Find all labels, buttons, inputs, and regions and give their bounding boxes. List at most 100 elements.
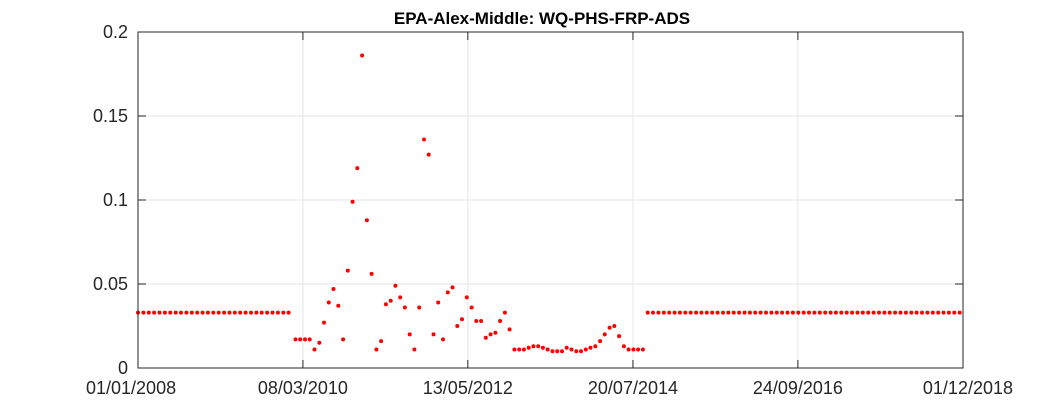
data-point	[871, 310, 876, 315]
data-point	[930, 310, 935, 315]
data-point	[645, 310, 650, 315]
data-point	[398, 295, 403, 300]
data-point	[583, 347, 588, 352]
data-point	[631, 347, 636, 352]
data-point	[699, 310, 704, 315]
data-point	[946, 310, 951, 315]
data-point	[402, 305, 407, 310]
data-point	[531, 344, 536, 349]
data-point	[173, 310, 178, 315]
data-point	[281, 310, 286, 315]
data-point	[683, 310, 688, 315]
data-point	[312, 347, 317, 352]
x-tick-label: 20/07/2014	[588, 378, 678, 398]
data-point	[598, 339, 603, 344]
data-point	[507, 327, 512, 332]
data-point	[249, 310, 253, 315]
data-point	[715, 310, 720, 315]
data-point	[422, 137, 426, 142]
data-point	[710, 310, 715, 315]
data-point	[952, 310, 957, 315]
data-point	[812, 310, 817, 315]
data-point	[146, 310, 151, 315]
data-point	[833, 310, 838, 315]
data-point	[243, 310, 248, 315]
x-tick-label: 08/03/2010	[258, 378, 348, 398]
x-tick-label: 01/12/2018	[923, 378, 1013, 398]
data-point	[721, 310, 725, 315]
chart-title: EPA-Alex-Middle: WQ-PHS-FRP-ADS	[394, 9, 690, 28]
data-point	[254, 310, 259, 315]
data-point	[360, 53, 365, 58]
data-point	[850, 310, 855, 315]
data-point	[801, 310, 806, 315]
data-point	[474, 319, 479, 323]
data-point	[341, 337, 346, 342]
data-point	[758, 310, 763, 315]
data-point	[445, 290, 450, 295]
data-point	[694, 310, 699, 315]
data-point	[455, 324, 460, 328]
data-point	[593, 344, 598, 349]
data-point	[860, 310, 865, 315]
data-point	[379, 339, 384, 344]
data-points	[136, 53, 962, 354]
x-tick-label: 24/09/2016	[753, 378, 843, 398]
data-point	[941, 310, 946, 315]
data-point	[672, 310, 677, 315]
data-point	[737, 310, 742, 315]
data-point	[936, 310, 941, 315]
data-point	[450, 285, 455, 290]
data-point	[677, 310, 682, 315]
data-point	[579, 349, 583, 354]
data-point	[540, 345, 545, 350]
data-point	[388, 298, 393, 303]
data-point	[293, 337, 298, 342]
data-point	[640, 347, 645, 352]
data-point	[265, 310, 270, 315]
data-point	[742, 310, 747, 315]
data-point	[355, 166, 360, 171]
data-point	[259, 310, 264, 315]
data-point	[844, 310, 849, 315]
data-point	[222, 310, 227, 315]
data-point	[502, 310, 507, 315]
data-point	[588, 345, 593, 350]
data-point	[882, 310, 887, 315]
data-point	[162, 310, 167, 315]
data-point	[205, 310, 210, 315]
data-point	[184, 310, 189, 315]
data-point	[141, 310, 146, 315]
data-point	[336, 303, 341, 308]
data-point	[731, 310, 736, 315]
data-point	[661, 310, 666, 315]
data-point	[550, 349, 555, 354]
data-point	[602, 332, 607, 337]
data-point	[536, 344, 541, 349]
data-point	[227, 310, 232, 315]
data-point	[200, 310, 205, 315]
data-point	[688, 310, 693, 315]
data-point	[326, 300, 331, 305]
data-point	[560, 349, 564, 354]
data-point	[331, 287, 336, 291]
data-point	[823, 310, 828, 315]
data-point	[383, 302, 388, 307]
data-point	[612, 324, 617, 328]
y-tick-label: 0	[118, 358, 128, 378]
data-point	[893, 310, 898, 315]
data-point	[828, 310, 833, 315]
data-point	[747, 310, 752, 315]
data-point	[667, 310, 672, 315]
data-point	[275, 310, 280, 315]
data-point	[925, 310, 930, 315]
data-point	[656, 310, 661, 315]
data-point	[903, 310, 908, 315]
y-tick-label: 0.05	[93, 274, 128, 294]
data-point	[498, 319, 503, 323]
data-point	[298, 337, 303, 342]
data-point	[574, 349, 579, 354]
data-point	[412, 347, 417, 352]
data-point	[270, 310, 275, 315]
